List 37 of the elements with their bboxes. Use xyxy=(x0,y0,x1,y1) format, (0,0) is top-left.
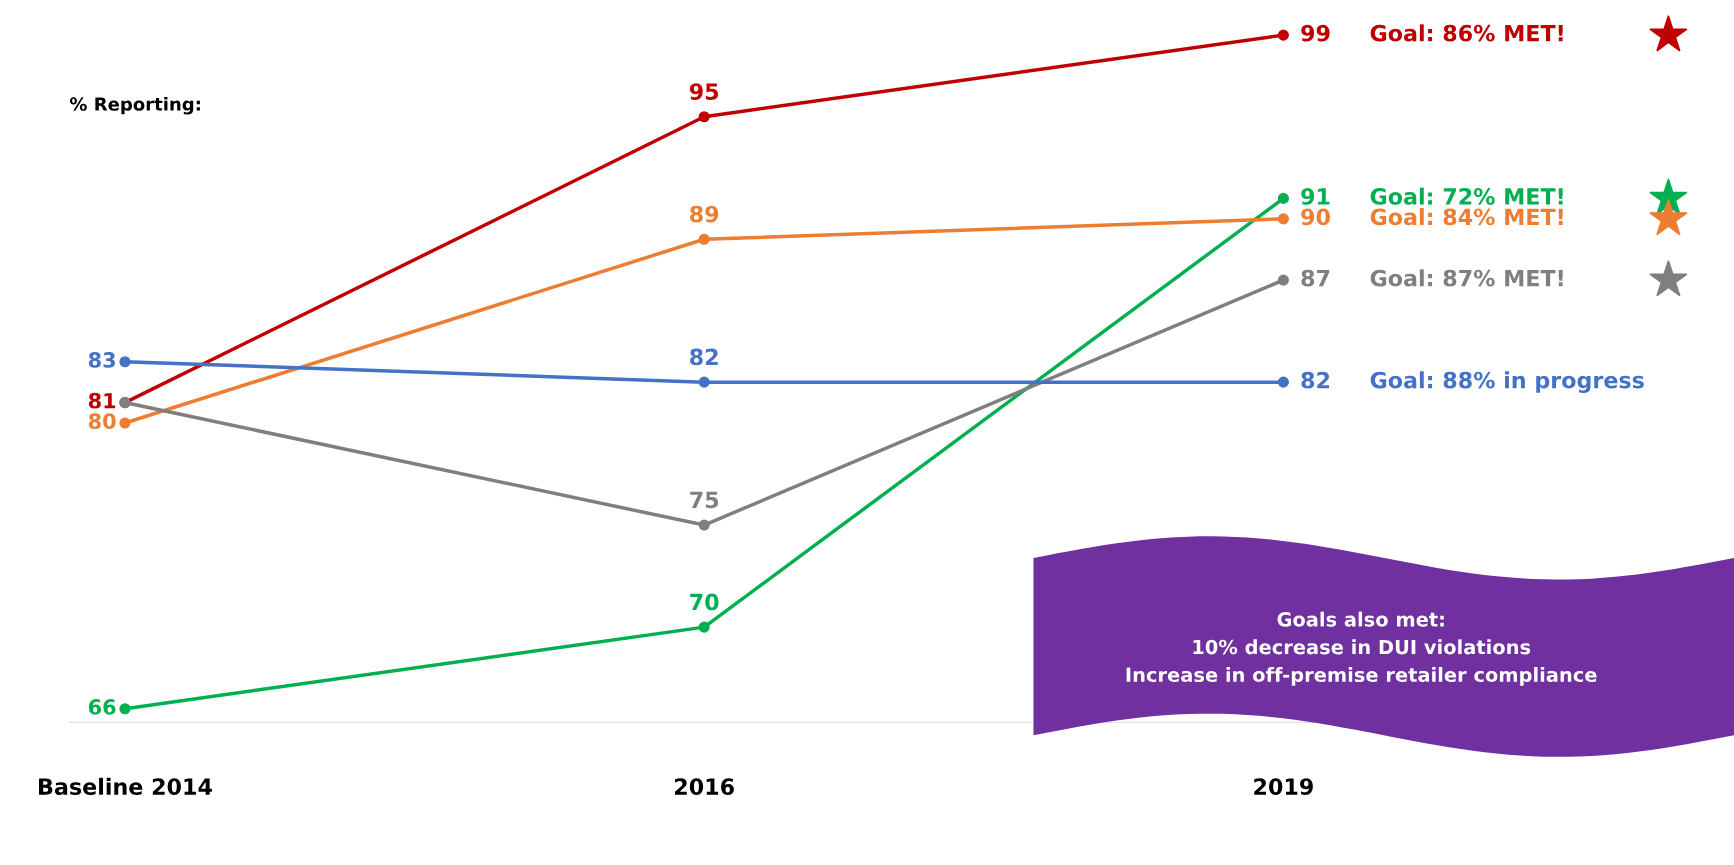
point xyxy=(119,703,131,715)
data-label: 70 xyxy=(690,593,719,611)
data-label: 66 xyxy=(88,699,116,715)
point xyxy=(698,111,710,123)
x-tick-label: Baseline 2014 xyxy=(39,777,212,796)
data-label: 80 xyxy=(88,413,116,430)
point xyxy=(1277,29,1289,41)
point xyxy=(1277,376,1289,388)
point xyxy=(1277,213,1289,225)
data-label: 81 xyxy=(88,392,116,409)
data-label: 75 xyxy=(690,491,719,509)
point xyxy=(119,417,131,429)
data-label: 99 xyxy=(1301,24,1330,42)
annotation: Goal: 84% MET! xyxy=(1370,208,1563,226)
data-label: 87 xyxy=(1301,269,1330,287)
data-label: 82 xyxy=(690,348,718,366)
data-label: 89 xyxy=(690,205,719,223)
point xyxy=(698,519,710,531)
data-label: 90 xyxy=(1301,208,1330,226)
x-tick-label: 2019 xyxy=(1254,778,1313,796)
annotation: Goal: 86% MET! xyxy=(1370,24,1563,42)
annotation: Goal: 87% MET! xyxy=(1370,269,1563,287)
annotation: Goal: 88% in progress xyxy=(1370,371,1644,393)
annotation: % Reporting: xyxy=(69,96,200,115)
point xyxy=(698,376,710,388)
annotation: Goal: 72% MET! xyxy=(1370,187,1563,205)
point xyxy=(119,356,131,368)
x-tick-label: 2016 xyxy=(675,778,734,796)
data-label: 91 xyxy=(1301,188,1330,205)
point xyxy=(1277,274,1289,286)
data-label: 83 xyxy=(88,352,115,368)
point xyxy=(698,233,710,245)
point xyxy=(698,621,710,633)
data-label: 95 xyxy=(689,83,719,100)
data-label: 82 xyxy=(1301,371,1330,389)
annotation: Goals also met: 10% decrease in DUI violations Increase in off-premise retailer compliance xyxy=(1126,611,1597,686)
point xyxy=(1277,192,1289,204)
